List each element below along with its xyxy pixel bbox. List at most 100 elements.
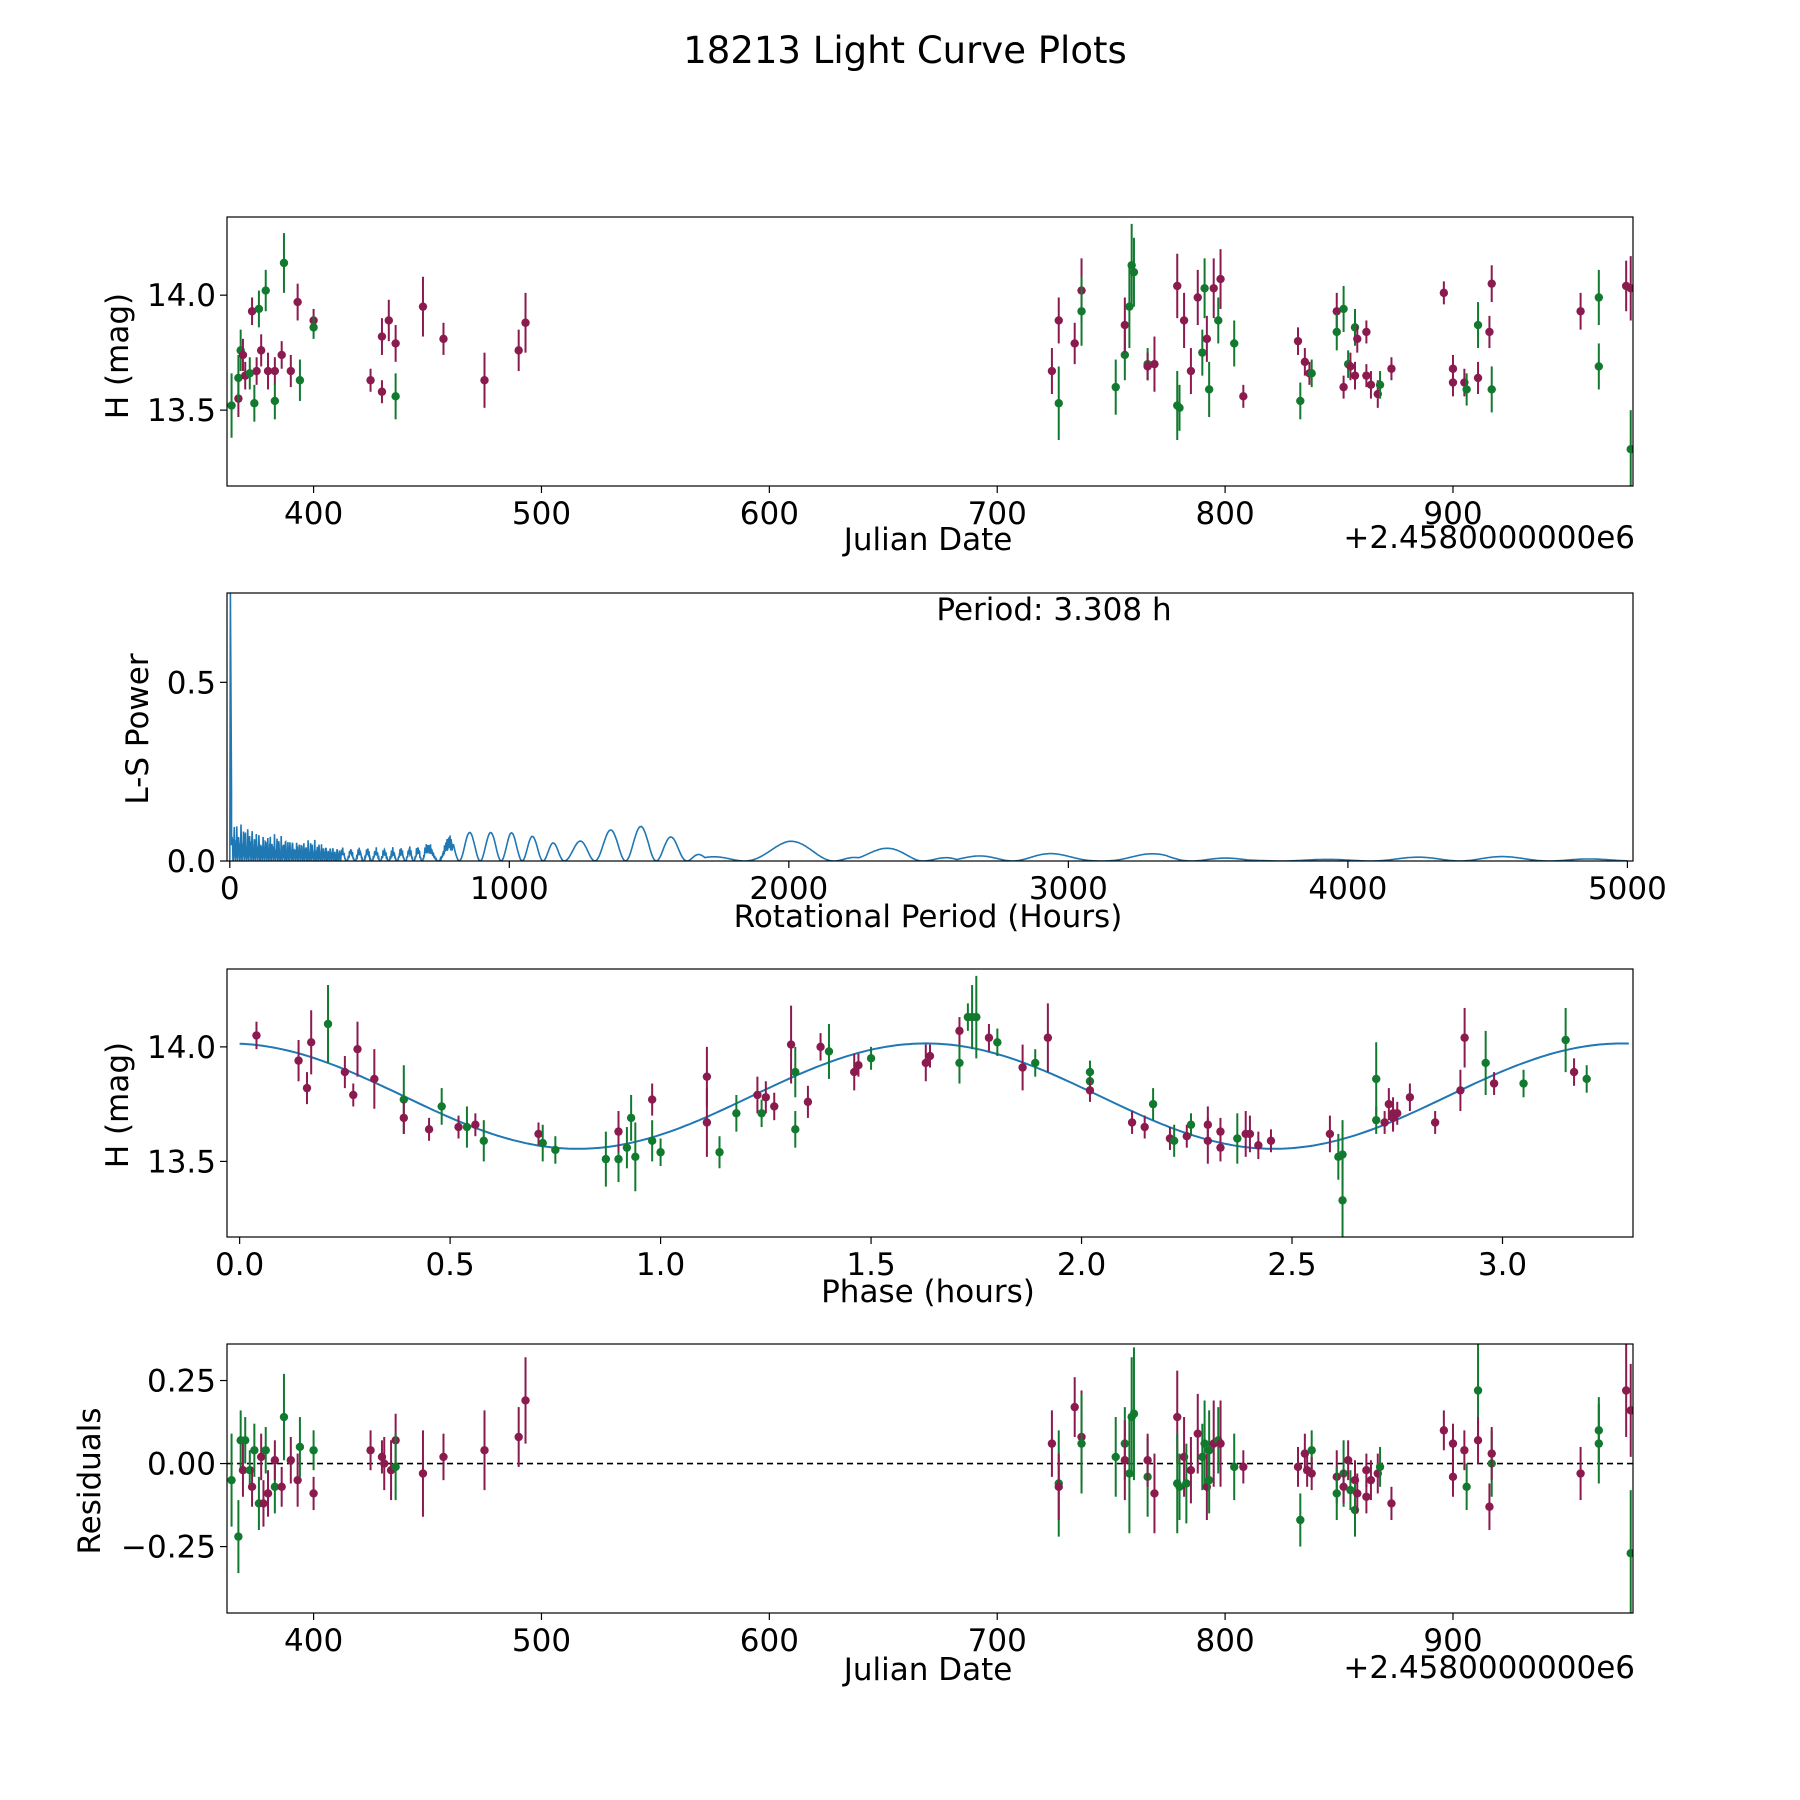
folded-point <box>925 1051 935 1061</box>
folded-point <box>1372 1115 1381 1125</box>
folded-point <box>614 1154 623 1164</box>
periodogram-ytick-label: 0.5 <box>167 665 216 701</box>
residuals-frame <box>226 1343 1634 1614</box>
lightcurve-point <box>277 350 286 360</box>
lightcurve-point <box>293 297 302 307</box>
residuals-point <box>1193 1429 1202 1438</box>
lightcurve-point <box>1150 359 1159 369</box>
folded-ytick-label: 14.0 <box>147 1030 216 1066</box>
residuals-point <box>439 1452 448 1462</box>
residuals-point <box>1307 1446 1316 1455</box>
folded-point <box>1384 1099 1394 1109</box>
folded-point <box>349 1090 358 1100</box>
lightcurve-point <box>245 369 254 378</box>
residuals-point <box>1120 1456 1130 1465</box>
lightcurve-point <box>1175 403 1184 413</box>
lightcurve-point <box>1375 380 1385 390</box>
residuals-point <box>293 1475 302 1485</box>
lightcurve-point <box>377 332 387 341</box>
residuals-point <box>1173 1412 1182 1422</box>
lightcurve-point <box>254 304 264 314</box>
folded-point <box>353 1044 362 1054</box>
lightcurve-point <box>1332 327 1341 337</box>
lightcurve-point <box>1143 362 1152 371</box>
residuals-points <box>227 1344 1633 1613</box>
lightcurve-point <box>391 392 400 401</box>
residuals-point <box>521 1396 530 1405</box>
lightcurve-point <box>1200 284 1209 293</box>
folded-point <box>1569 1067 1579 1077</box>
folded-point <box>437 1102 446 1111</box>
folded-point <box>1456 1086 1465 1095</box>
residuals-point <box>247 1482 257 1492</box>
residuals-point <box>1375 1462 1385 1472</box>
folded-point <box>601 1154 611 1164</box>
folded-point <box>1254 1141 1263 1150</box>
folded-point <box>791 1067 800 1077</box>
folded-point <box>294 1056 303 1065</box>
periodogram-xtick-label: 2000 <box>749 871 828 907</box>
residuals-point <box>1448 1472 1458 1482</box>
folded-points <box>252 975 1591 1237</box>
residuals-point <box>1186 1465 1196 1475</box>
folded-point <box>1430 1118 1440 1127</box>
lightcurve-point <box>1387 364 1396 373</box>
lightcurve-point <box>270 366 280 376</box>
residuals-point <box>1230 1462 1239 1472</box>
folded-point <box>252 1031 261 1040</box>
periodogram-xtick-label: 0 <box>220 871 240 907</box>
folded-point <box>1519 1079 1528 1088</box>
folded-point <box>656 1148 665 1157</box>
residuals-point <box>418 1469 428 1478</box>
residuals-point <box>238 1465 248 1475</box>
lightcurve-point <box>1214 316 1223 325</box>
lightcurve-point <box>391 339 400 348</box>
lightcurve-point <box>1129 267 1139 277</box>
folded-point <box>753 1090 762 1100</box>
residuals-point <box>1307 1469 1316 1478</box>
lightcurve-point <box>1120 350 1130 360</box>
residuals-point <box>1143 1456 1152 1465</box>
lightcurve-point <box>1626 445 1633 454</box>
lightcurve-point <box>270 396 280 406</box>
folded-point <box>1481 1058 1490 1068</box>
folded-point <box>1393 1109 1402 1118</box>
lightcurve-point <box>384 316 393 325</box>
lightcurve-point <box>1070 339 1079 348</box>
lightcurve-point <box>1485 327 1494 337</box>
folded-point <box>1233 1134 1242 1143</box>
residuals-point <box>1594 1426 1604 1435</box>
lightcurve-point <box>1362 327 1371 337</box>
folded-xtick-label: 0.0 <box>215 1247 264 1283</box>
lightcurve-panel: Julian Date H (mag) +2.4580000000e6 400 5… <box>100 216 1635 558</box>
lightcurve-xtick-label: 800 <box>1196 496 1255 532</box>
residuals-point <box>1621 1386 1631 1395</box>
residuals-point <box>1439 1426 1449 1435</box>
figure-title: 18213 Light Curve Plots <box>683 29 1127 72</box>
folded-point <box>306 1038 316 1047</box>
lightcurve-offset-label: +2.4580000000e6 <box>1343 520 1635 556</box>
folded-point <box>622 1143 632 1152</box>
residuals-point <box>259 1499 268 1508</box>
lightcurve-point <box>1594 293 1604 302</box>
lightcurve-point <box>1179 316 1189 325</box>
folded-point <box>340 1067 350 1077</box>
lightcurve-point <box>263 366 273 376</box>
lightcurve-point <box>309 323 318 332</box>
residuals-ylabel: Residuals <box>72 1407 108 1554</box>
residuals-point <box>1339 1482 1348 1492</box>
folded-point <box>757 1109 766 1118</box>
folded-point <box>1325 1129 1335 1139</box>
folded-point <box>323 1019 333 1029</box>
folded-ytick-label: 13.5 <box>147 1144 216 1180</box>
folded-point <box>1186 1120 1196 1129</box>
folded-xtick-label: 2.0 <box>1057 1247 1106 1283</box>
residuals-point <box>1362 1492 1371 1501</box>
lightcurve-point <box>1047 366 1057 376</box>
lightcurve-point <box>1209 284 1218 293</box>
lightcurve-ylabel: H (mag) <box>100 293 136 419</box>
folded-point <box>732 1109 741 1118</box>
folded-xlabel: Phase (hours) <box>821 1274 1035 1310</box>
folded-point <box>1216 1127 1225 1136</box>
lightcurve-point <box>1339 382 1348 392</box>
